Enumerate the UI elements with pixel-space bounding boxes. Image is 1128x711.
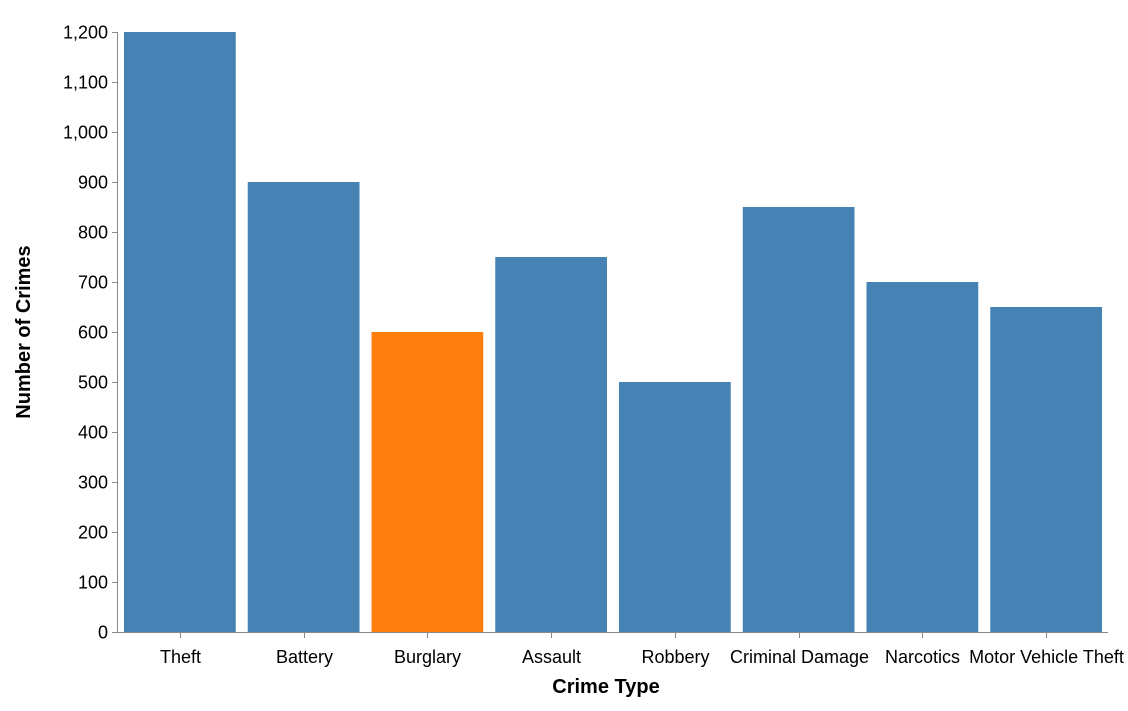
x-tick-label-battery: Battery	[276, 647, 333, 667]
x-tick-label-motor-vehicle-theft: Motor Vehicle Theft	[969, 647, 1124, 667]
bar-burglary	[371, 332, 484, 632]
bar-theft	[124, 32, 236, 632]
bar-motor-vehicle-theft	[990, 307, 1102, 632]
x-tick-label-robbery: Robbery	[641, 647, 709, 667]
y-tick-label: 0	[98, 623, 108, 643]
y-tick-label: 1,000	[63, 123, 108, 143]
x-tick-label-criminal-damage: Criminal Damage	[730, 647, 869, 667]
y-tick-label: 1,100	[63, 73, 108, 93]
y-tick-label: 100	[78, 573, 108, 593]
y-tick-label: 400	[78, 423, 108, 443]
y-tick-label: 800	[78, 223, 108, 243]
x-axis: Theft Battery Burglary Assault Robbery Crimin…	[117, 632, 1124, 667]
y-tick-label: 300	[78, 473, 108, 493]
y-tick-label: 700	[78, 273, 108, 293]
bar-robbery	[619, 382, 731, 632]
bar-battery	[247, 182, 360, 632]
y-tick-label: 500	[78, 373, 108, 393]
x-tick-label-theft: Theft	[160, 647, 201, 667]
y-tick-label: 600	[78, 323, 108, 343]
bar-criminal-damage	[742, 207, 855, 632]
x-tick-label-burglary: Burglary	[394, 647, 461, 667]
y-tick-label: 1,200	[63, 23, 108, 43]
bar-assault	[495, 257, 607, 632]
bar-narcotics	[866, 282, 979, 632]
x-axis-title: Crime Type	[552, 676, 659, 698]
x-tick-label-narcotics: Narcotics	[885, 647, 960, 667]
y-tick-label: 200	[78, 523, 108, 543]
bars-layer	[124, 32, 1102, 632]
y-axis-title: Number of Crimes	[13, 245, 35, 418]
x-tick-label-assault: Assault	[522, 647, 581, 667]
y-tick-label: 900	[78, 173, 108, 193]
y-axis: 0 100 200 300 400 500 600 700 800 900 1,000 1,100 1,…	[63, 23, 118, 643]
